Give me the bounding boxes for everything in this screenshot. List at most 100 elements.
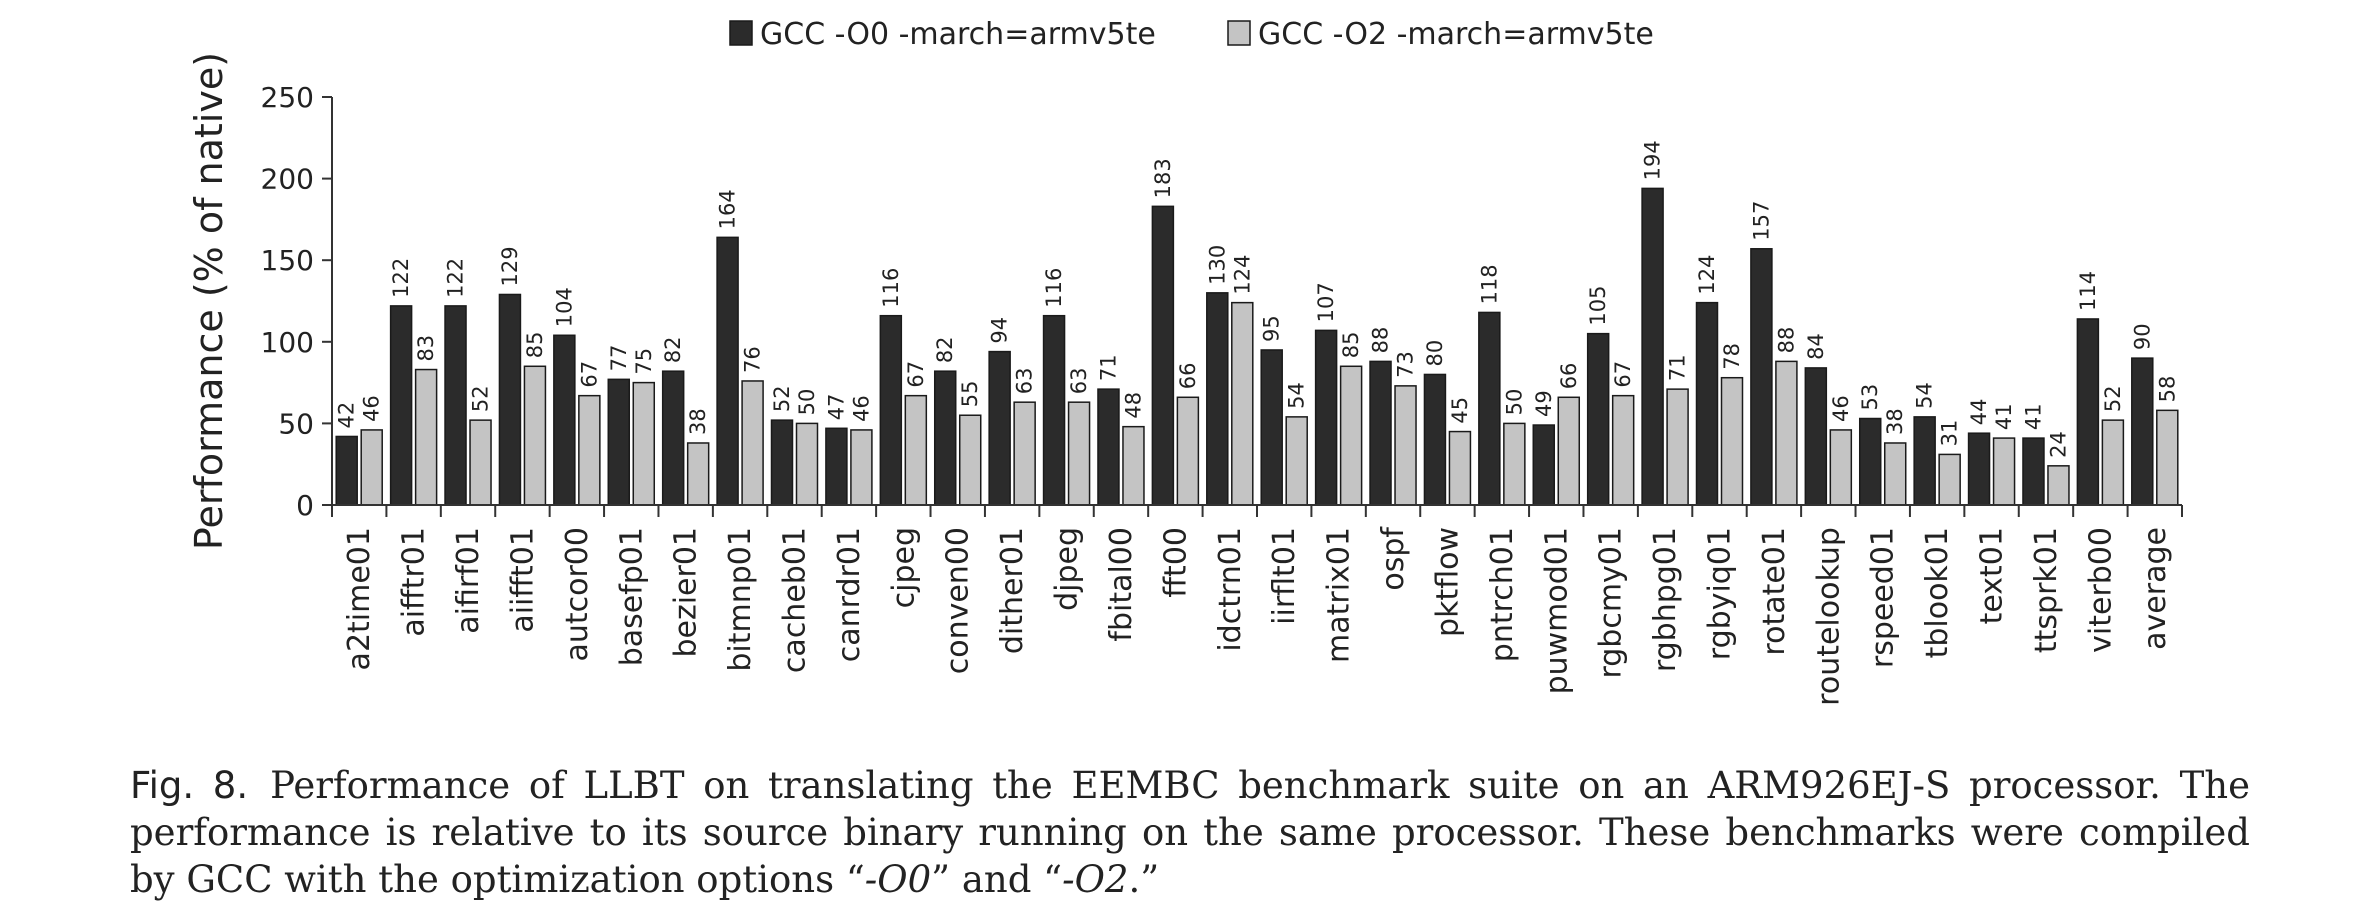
category-label: iirflt01: [1267, 527, 1302, 625]
bar-series-2: [1557, 396, 1581, 506]
category-label: tblook01: [1920, 527, 1955, 658]
data-label: 41: [1992, 403, 2016, 430]
data-label: 116: [1042, 268, 1066, 308]
data-label: 52: [2101, 385, 2125, 412]
category-label: viterb00: [2083, 527, 2118, 653]
bar-series-1: [1695, 301, 1719, 506]
caption-opt-o0: -O0: [864, 858, 932, 901]
data-label: 82: [933, 336, 957, 363]
caption-text-2: ” and “: [931, 858, 1063, 901]
legend-label-2: GCC -O2 -march=armv5te: [1258, 17, 1654, 52]
y-tick-label: 150: [261, 244, 314, 277]
data-label: 46: [1829, 395, 1853, 422]
bar-series-2: [1176, 396, 1200, 506]
caption-text-1: Performance of LLBT on translating the E…: [130, 764, 2251, 901]
category-label: average: [2138, 527, 2173, 650]
category-label: matrix01: [1322, 527, 1357, 663]
bar-series-2: [1067, 401, 1091, 506]
data-label: 54: [1913, 382, 1937, 409]
data-label: 157: [1749, 201, 1773, 241]
data-label: 24: [2046, 431, 2070, 458]
y-tick-label: 250: [261, 81, 314, 114]
category-label: pktflow: [1430, 527, 1465, 637]
data-label: 114: [2076, 271, 2100, 311]
y-tick-label: 200: [261, 163, 314, 196]
data-label: 82: [661, 336, 685, 363]
category-label: text01: [1975, 527, 2010, 624]
y-axis: 0 50 100 150 200 250: [261, 81, 333, 522]
bar-series-1: [1042, 314, 1066, 506]
category-label: autcor00: [560, 527, 595, 662]
data-label: 53: [1858, 384, 1882, 411]
category-label: rgbhpg01: [1648, 527, 1683, 672]
bar-series-2: [414, 368, 438, 506]
category-label: rgbcmy01: [1594, 527, 1629, 679]
data-label: 41: [2021, 403, 2045, 430]
data-label: 85: [523, 332, 547, 359]
bar-series-1: [1804, 367, 1828, 506]
data-label: 63: [1013, 367, 1037, 394]
data-label: 75: [632, 348, 656, 375]
bar-series-1: [1967, 432, 1991, 506]
data-label: 50: [1502, 389, 1526, 416]
category-label: cacheb01: [778, 527, 813, 673]
bar-series-2: [1720, 376, 1744, 506]
bar-series-1: [1532, 424, 1556, 506]
bar-series-1: [2022, 437, 2045, 506]
data-label: 76: [741, 346, 765, 373]
bar-series-1: [1750, 248, 1773, 506]
category-label: bezier01: [669, 527, 704, 658]
bar-series-1: [1586, 332, 1610, 506]
y-tick-label: 0: [296, 489, 314, 522]
x-axis: a2time01 aifftr01 aifirf01 aiifft01 autcor00…: [331, 504, 2183, 706]
category-label: dither01: [995, 527, 1030, 654]
data-label: 73: [1394, 351, 1418, 378]
category-label: basefp01: [614, 527, 649, 666]
bar-series-2: [1992, 437, 2016, 506]
category-label: routelookup: [1811, 527, 1846, 706]
category-label: rotate01: [1757, 527, 1792, 656]
data-label: 52: [770, 385, 794, 412]
data-label: 45: [1448, 397, 1472, 424]
data-label: 194: [1641, 140, 1665, 180]
data-label: 124: [1695, 255, 1719, 295]
category-label: pntrch01: [1485, 527, 1520, 662]
bar-series-1: [2131, 357, 2154, 506]
data-label: 54: [1285, 382, 1309, 409]
data-label: 67: [1611, 361, 1635, 388]
bar-series-1: [444, 305, 467, 506]
data-label: 38: [686, 408, 710, 435]
bar-series-2: [850, 429, 873, 506]
data-label: 44: [1967, 398, 1991, 425]
bar-series-1: [498, 293, 522, 506]
bar-series-2: [1503, 422, 1526, 506]
legend: GCC -O0 -march=armv5te GCC -O2 -march=arm…: [729, 17, 1654, 52]
category-label: ttsprk01: [2029, 527, 2064, 653]
bar-series-2: [360, 429, 383, 506]
bar-series-1: [607, 378, 631, 506]
legend-label-1: GCC -O0 -march=armv5te: [760, 17, 1156, 52]
bar-series-2: [523, 365, 547, 506]
data-label: 55: [958, 381, 982, 408]
bar-series-1: [1369, 360, 1392, 506]
bar-series-2: [1611, 394, 1635, 506]
bar-series-2: [795, 422, 819, 506]
bar-series-2: [2156, 409, 2179, 506]
data-label: 66: [1557, 363, 1581, 390]
bar-series-1: [1206, 292, 1229, 506]
data-label: 183: [1151, 158, 1175, 198]
bar-series-2: [1829, 429, 1853, 506]
data-label: 124: [1230, 255, 1254, 295]
caption-opt-o2: -O2: [1062, 858, 1129, 901]
data-label: 47: [824, 394, 848, 421]
bar-chart: GCC -O0 -march=armv5te GCC -O2 -march=arm…: [187, 17, 2183, 706]
category-label: djpeg: [1050, 527, 1085, 611]
category-label: canrdr01: [832, 527, 867, 662]
bar-series-2: [1339, 365, 1363, 506]
bar-series-2: [1285, 416, 1308, 506]
bar-series-2: [578, 394, 601, 506]
data-label: 90: [2130, 323, 2154, 350]
bar-series-1: [1641, 187, 1664, 506]
data-label: 84: [1804, 333, 1828, 360]
bar-series-2: [904, 394, 928, 506]
